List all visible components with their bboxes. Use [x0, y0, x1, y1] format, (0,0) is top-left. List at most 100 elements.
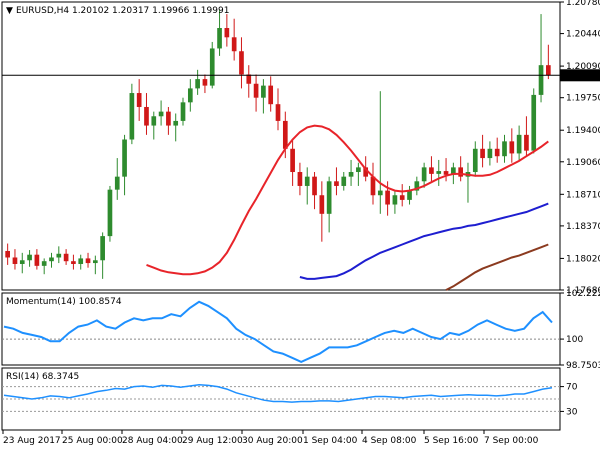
time-tick-label: 23 Aug 2017 — [3, 436, 61, 446]
candle-body — [144, 106, 149, 126]
candle-body — [71, 261, 76, 264]
candle-body — [282, 120, 288, 149]
time-tick-label: 28 Aug 04:00 — [122, 436, 183, 446]
momentum-line — [3, 300, 553, 363]
candle-body — [27, 254, 32, 261]
candle-body — [421, 167, 427, 182]
candle-body — [356, 167, 361, 173]
candle-body — [5, 250, 10, 258]
price-tick-label: 1.19750 — [566, 94, 600, 104]
candle-body — [312, 176, 317, 196]
candle-body — [78, 258, 84, 264]
time-tick-label: 30 Aug 20:00 — [242, 436, 303, 446]
candle-body — [158, 111, 164, 117]
price-frame — [1, 1, 561, 291]
moving-average-line — [299, 202, 549, 280]
candle-body — [502, 141, 507, 157]
candle-body — [261, 85, 266, 98]
candle-body — [268, 85, 274, 105]
candle-body — [41, 261, 47, 266]
candle-body — [429, 167, 434, 174]
price-header: EURUSD,H4 1.20102 1.20317 1.19966 1.1999… — [16, 6, 229, 16]
candle-body — [524, 134, 529, 151]
momentum-frame — [1, 292, 561, 366]
candle-body — [202, 79, 208, 86]
time-tick-label: 4 Sep 08:00 — [362, 436, 417, 446]
candle-body — [472, 148, 478, 173]
price-tick-label: 1.17680 — [566, 286, 600, 296]
price-panel: 1.20780 1.20440 1.20090 1.19750 1.19400 1.190… — [1, 0, 600, 296]
candle-body — [458, 167, 464, 177]
candle-body — [19, 260, 25, 264]
candle-body — [326, 181, 332, 214]
candle-body — [399, 195, 405, 200]
candle-body — [166, 111, 171, 126]
candle-body — [414, 181, 420, 191]
candle-body — [129, 93, 135, 140]
candle-body — [494, 148, 500, 157]
moving-average-line — [146, 124, 549, 276]
candle-body — [92, 260, 98, 264]
candle-body — [122, 139, 127, 177]
moving-average-line — [445, 243, 549, 291]
rsi-title: RSI(14) 68.3745 — [6, 372, 79, 382]
momentum-panel: 102.2221 100 98.7503 Momentum(14) 100.8574 — [1, 289, 600, 371]
candle-body — [436, 171, 442, 174]
candle-body — [49, 257, 54, 262]
candle-body — [348, 172, 354, 177]
price-tick-label: 1.18020 — [566, 254, 600, 264]
price-tick-label: 1.19060 — [566, 158, 600, 168]
candle-body — [304, 176, 310, 186]
candle-body — [100, 236, 105, 261]
candle-body — [370, 176, 376, 196]
price-tick-label: 1.20440 — [566, 30, 600, 40]
candle-body — [180, 102, 186, 121]
chevron-down-icon: ▼ — [6, 6, 13, 16]
candle-body — [377, 190, 383, 196]
candle-body — [275, 104, 281, 121]
candle-body — [253, 83, 259, 98]
candle-body — [341, 176, 347, 186]
candle-body — [443, 171, 449, 175]
candle-body — [392, 195, 398, 205]
candle-body — [334, 181, 339, 186]
candle-body — [509, 141, 515, 154]
time-axis: 23 Aug 2017 25 Aug 00:00 28 Aug 04:00 29 Au… — [2, 430, 539, 446]
momentum-title: Momentum(14) 100.8574 — [6, 297, 122, 307]
candle-body — [12, 257, 18, 264]
rsi-tick-label: 70 — [566, 383, 578, 393]
candle-body — [195, 79, 200, 89]
candle-body — [451, 167, 456, 175]
candle-body — [407, 190, 412, 200]
candle-body — [217, 28, 222, 49]
momentum-tick-label: 100 — [566, 335, 583, 345]
candle-body — [487, 148, 493, 159]
price-tick-label: 1.18710 — [566, 190, 600, 200]
price-tick-label: 1.20090 — [566, 62, 600, 72]
candle-body — [297, 172, 303, 186]
time-tick-label: 25 Aug 00:00 — [62, 436, 123, 446]
candle-body — [231, 37, 237, 52]
candle-body — [85, 258, 91, 264]
candle-body — [56, 253, 62, 258]
candle-body — [538, 65, 544, 95]
time-tick-label: 1 Sep 04:00 — [303, 436, 358, 446]
time-tick-label: 29 Aug 12:00 — [182, 436, 243, 446]
candle-body — [136, 93, 142, 107]
rsi-frame — [1, 367, 561, 431]
candle-body — [319, 195, 325, 214]
candle-body — [363, 167, 369, 177]
candle-body — [151, 116, 157, 126]
time-tick-label: 7 Sep 00:00 — [484, 436, 539, 446]
rsi-tick-label: 30 — [566, 407, 578, 417]
candle-body — [531, 94, 537, 151]
candle-body — [187, 88, 193, 103]
price-tick-label: 1.19400 — [566, 126, 600, 136]
candle-body — [209, 48, 215, 86]
price-tick-label: 1.18370 — [566, 222, 600, 232]
candle-body — [239, 51, 244, 75]
candle-body — [173, 120, 179, 126]
candle-body — [224, 28, 230, 38]
momentum-tick-label: 102.2221 — [566, 289, 600, 299]
